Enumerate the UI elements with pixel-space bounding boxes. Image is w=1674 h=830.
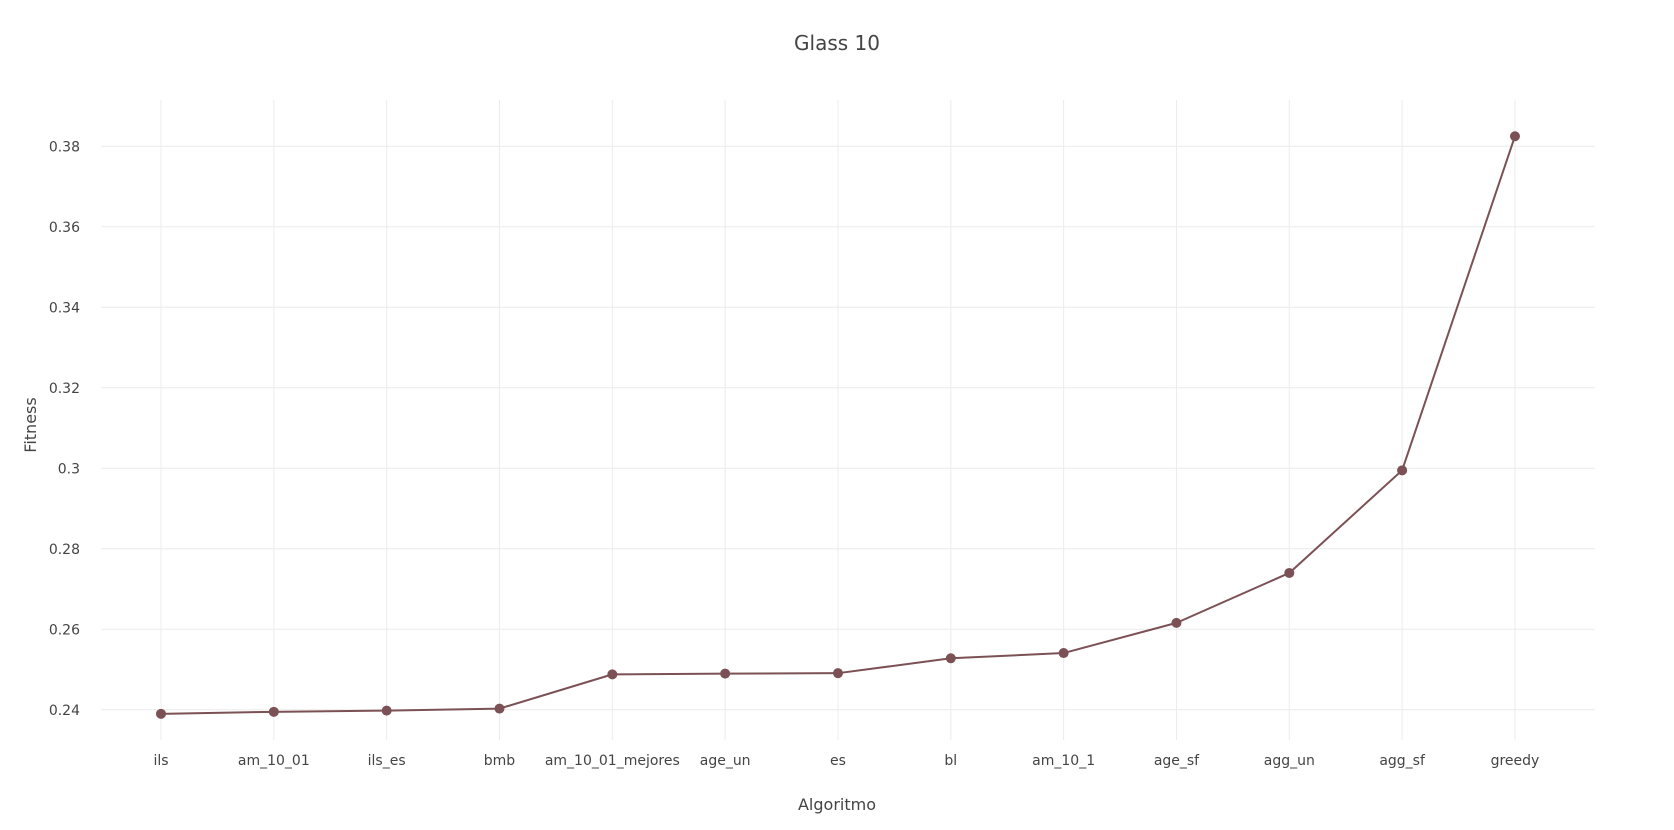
chart-title: Glass 10 (794, 31, 880, 55)
data-point (945, 653, 956, 664)
data-point (1284, 567, 1295, 578)
x-tick-label: ils_es (368, 753, 406, 769)
x-tick-label: bl (944, 753, 957, 769)
x-axis-tick-labels: ils am_10_01 ils_es bmb am_10_01_mejores age_… (153, 753, 1539, 769)
data-point (1058, 648, 1069, 659)
vertical-gridlines (160, 100, 1516, 740)
data-point (494, 703, 505, 714)
data-point (156, 708, 166, 719)
y-axis-tick-labels: 0.24 0.26 0.28 0.3 0.32 0.34 0.36 0.38 (49, 139, 80, 719)
data-point (607, 669, 618, 680)
y-tick-label: 0.34 (49, 300, 80, 316)
y-tick-label: 0.26 (49, 622, 80, 638)
data-point (1171, 617, 1182, 628)
x-tick-label: age_un (700, 753, 751, 769)
y-tick-label: 0.24 (49, 703, 80, 719)
data-point (268, 706, 279, 717)
x-tick-label: age_sf (1154, 753, 1200, 769)
x-axis-title: Algoritmo (798, 795, 876, 814)
y-axis-title: Fitness (21, 397, 40, 452)
x-tick-label: greedy (1491, 753, 1540, 769)
data-point (381, 705, 392, 716)
series-points (156, 131, 1520, 719)
y-tick-label: 0.36 (49, 220, 80, 236)
horizontal-gridlines (101, 145, 1595, 711)
x-tick-label: am_10_01_mejores (545, 753, 680, 769)
y-tick-label: 0.28 (49, 542, 80, 558)
x-tick-label: agg_sf (1379, 753, 1426, 769)
data-point (720, 668, 731, 679)
x-tick-label: es (830, 753, 846, 769)
x-tick-label: agg_un (1264, 753, 1315, 769)
data-point (832, 668, 843, 679)
y-tick-label: 0.3 (58, 461, 80, 477)
y-tick-label: 0.38 (49, 139, 80, 155)
x-tick-label: ils (153, 753, 168, 769)
data-point (1397, 465, 1408, 476)
x-tick-label: am_10_01 (238, 753, 310, 769)
x-tick-label: bmb (484, 753, 516, 769)
y-tick-label: 0.32 (49, 381, 80, 397)
data-point (1509, 131, 1520, 142)
x-tick-label: am_10_1 (1032, 753, 1095, 769)
